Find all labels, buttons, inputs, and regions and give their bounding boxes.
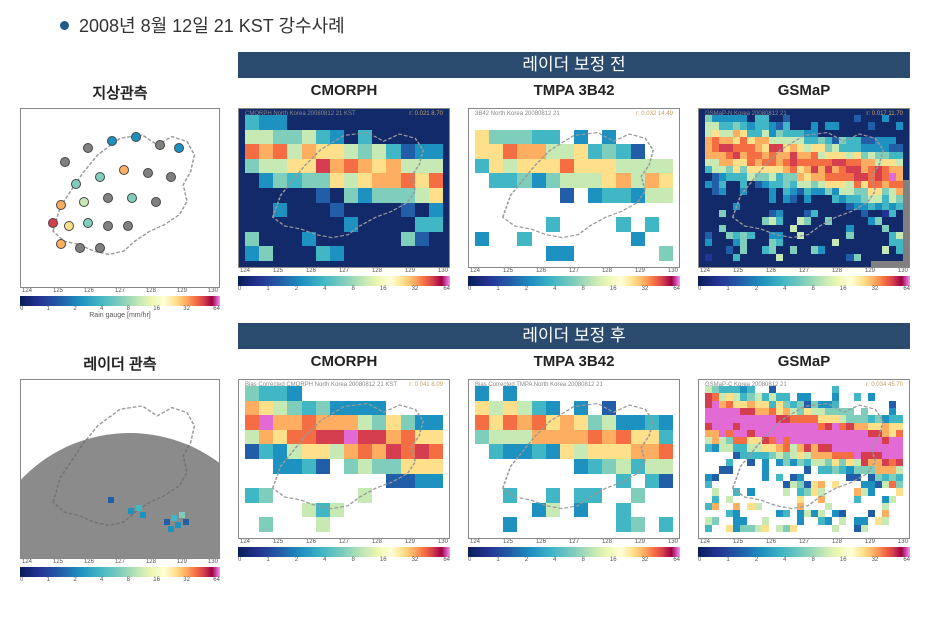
colorbar (238, 276, 450, 286)
station-dot (119, 165, 129, 175)
radar-echo (140, 512, 146, 518)
station-dot (75, 243, 85, 253)
radar-echo (168, 526, 174, 532)
gsmap-after-panel: GSMaP-C Korea 20080812 21r: 0.034 45.70 … (698, 379, 910, 563)
station-dot (56, 239, 66, 249)
tmpa-after-panel: Bias Corrected TMPA North Korea 20080812… (468, 379, 680, 563)
station-dot (71, 179, 81, 189)
station-dot (174, 143, 184, 153)
radar-echo (108, 497, 114, 503)
radar-echo (164, 519, 170, 525)
radar-coverage (20, 433, 220, 559)
station-dot (48, 218, 58, 228)
rain-grid (245, 115, 443, 261)
rain-grid (705, 386, 903, 532)
station-dot (95, 172, 105, 182)
rain-grid (475, 115, 673, 261)
left-label-ground: 지상관측 (20, 82, 220, 104)
station-dot (83, 218, 93, 228)
section-after-bar: 레이더 보정 후 (238, 323, 910, 349)
figure-grid: 레이더 보정 전 지상관측 CMORPH TMPA 3B42 GSMaP 124… (20, 52, 911, 583)
radar-obs-panel: 124125126127128129130 01248163264 (20, 379, 220, 583)
station-dot (64, 221, 74, 231)
station-dot (166, 172, 176, 182)
station-dot (60, 157, 70, 167)
radar-echo (171, 515, 177, 521)
colorbar-label: Rain gauge [mm/hr] (89, 312, 150, 319)
radar-echo (179, 512, 185, 518)
station-dot (56, 200, 66, 210)
station-dot (95, 243, 105, 253)
bullet-icon (60, 21, 69, 30)
col-cmorph-after: CMORPH (238, 353, 450, 375)
rain-grid (245, 386, 443, 532)
gsmap-before-panel: GSMaP-N Korea 20080812 21r: 0.017 11.70 … (698, 108, 910, 292)
col-gsmap-after: GSMaP (698, 353, 910, 375)
map-outline (27, 115, 213, 281)
colorbar (468, 547, 680, 557)
colorbar (20, 296, 220, 306)
tmpa-before-panel: 3B42 North Korea 20080812 21r: 0.032 14.… (468, 108, 680, 292)
ground-obs-panel: 124125126127128129130 01248163264 Rain g… (20, 108, 220, 319)
station-dot (107, 136, 117, 146)
colorbar (468, 276, 680, 286)
colorbar (20, 567, 220, 577)
station-dot (155, 140, 165, 150)
station-dot (103, 221, 113, 231)
station-dot (127, 193, 137, 203)
title-text: 2008년 8월 12일 21 KST 강수사례 (79, 12, 345, 38)
station-dot (79, 197, 89, 207)
station-dot (103, 193, 113, 203)
station-dot (123, 221, 133, 231)
station-dot (151, 197, 161, 207)
colorbar (698, 276, 910, 286)
station-dot (83, 143, 93, 153)
col-tmpa-before: TMPA 3B42 (468, 82, 680, 104)
cmorph-after-panel: Bias Corrected CMORPH North Korea 200808… (238, 379, 450, 563)
radar-echo (183, 519, 189, 525)
station-dot (143, 168, 153, 178)
colorbar (238, 547, 450, 557)
rain-grid (475, 386, 673, 532)
left-label-radar: 레이더 관측 (20, 353, 220, 375)
colorbar (698, 547, 910, 557)
col-gsmap-before: GSMaP (698, 82, 910, 104)
radar-echo (128, 508, 134, 514)
cmorph-before-panel: CMORPH North Korea 20080812 21 KSTr: 0.0… (238, 108, 450, 292)
section-before-bar: 레이더 보정 전 (238, 52, 910, 78)
col-tmpa-after: TMPA 3B42 (468, 353, 680, 375)
rain-grid (705, 115, 903, 261)
radar-echo (175, 522, 181, 528)
col-cmorph-before: CMORPH (238, 82, 450, 104)
radar-echo (136, 505, 142, 511)
page-title: 2008년 8월 12일 21 KST 강수사례 (60, 12, 911, 38)
station-dot (131, 132, 141, 142)
